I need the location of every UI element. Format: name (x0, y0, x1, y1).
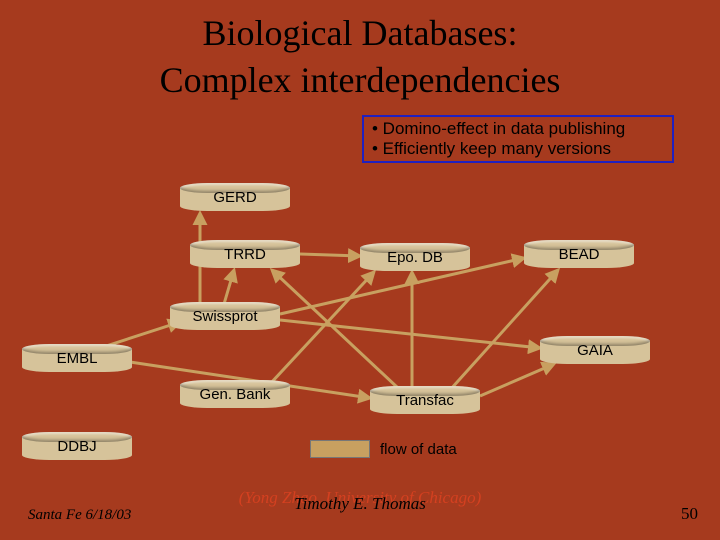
db-label-gerd: GERD (180, 183, 290, 211)
attrib-black: Timothy E. Thomas (294, 494, 426, 513)
edge-swissprot-to-gaia (280, 320, 540, 348)
db-label-embl: EMBL (22, 344, 132, 372)
attribution: (Yong Zhao, University of Chicago) Timot… (0, 488, 720, 528)
edge-swissprot-to-trrd (224, 270, 234, 304)
bullet-1: • Domino-effect in data publishing (372, 119, 664, 139)
db-swissprot: Swissprot (170, 302, 280, 330)
legend-flow-of-data: flow of data (310, 440, 457, 458)
legend-swatch (310, 440, 370, 458)
edge-genbank-to-epodb (270, 272, 374, 384)
edge-transfac-to-trrd (272, 270, 398, 388)
db-label-swissprot: Swissprot (170, 302, 280, 330)
db-gerd: GERD (180, 183, 290, 211)
db-embl: EMBL (22, 344, 132, 372)
legend-label: flow of data (380, 441, 457, 458)
db-ddbj: DDBJ (22, 432, 132, 460)
db-label-ddbj: DDBJ (22, 432, 132, 460)
title-line1: Biological Databases: (0, 10, 720, 57)
bullets-box: • Domino-effect in data publishing • Eff… (362, 115, 674, 163)
db-bead: BEAD (524, 240, 634, 268)
db-genbank: Gen. Bank (180, 380, 290, 408)
db-label-epodb: Epo. DB (360, 243, 470, 271)
db-transfac: Transfac (370, 386, 480, 414)
title-line2: Complex interdependencies (0, 57, 720, 104)
db-label-gaia: GAIA (540, 336, 650, 364)
edge-transfac-to-bead (450, 270, 558, 390)
db-epodb: Epo. DB (360, 243, 470, 271)
edge-trrd-to-epodb (300, 254, 360, 256)
db-label-transfac: Transfac (370, 386, 480, 414)
db-label-bead: BEAD (524, 240, 634, 268)
db-label-genbank: Gen. Bank (180, 380, 290, 408)
db-trrd: TRRD (190, 240, 300, 268)
db-label-trrd: TRRD (190, 240, 300, 268)
db-gaia: GAIA (540, 336, 650, 364)
bullet-2: • Efficiently keep many versions (372, 139, 664, 159)
edge-transfac-to-gaia (480, 364, 554, 396)
